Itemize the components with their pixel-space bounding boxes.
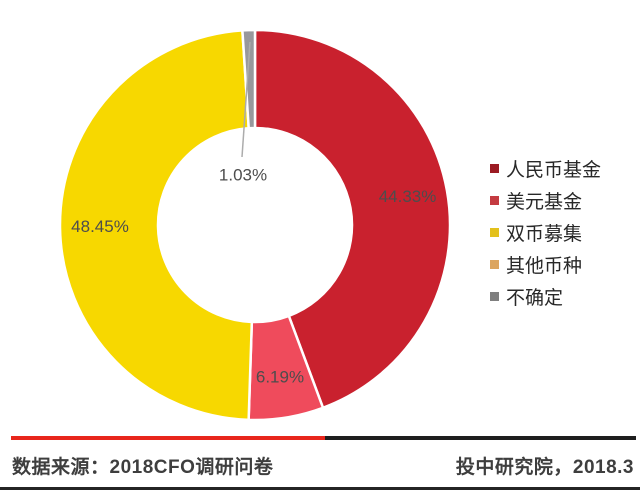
slice-percent-label-1: 6.19%	[256, 367, 304, 386]
legend-swatch-other-currency	[490, 259, 499, 269]
slice-percent-label-0: 44.33%	[379, 187, 437, 206]
bottom-border-line	[0, 487, 640, 490]
donut-slice-4	[241, 28, 257, 130]
legend-item-other-currency: 其他币种	[490, 248, 601, 280]
legend-item-dual-currency: 双币募集	[490, 216, 601, 248]
data-source-text: 数据来源：2018CFO调研问卷	[12, 457, 274, 478]
legend-label: 其他币种	[506, 254, 583, 277]
chart-legend: 人民币基金 美元基金 双币募集 其他币种 不确定	[490, 152, 601, 312]
legend-item-rmb-fund: 人民币基金	[490, 152, 601, 184]
donut-slice-2	[58, 29, 254, 422]
slice-percent-label-2: 48.45%	[71, 217, 129, 236]
legend-label: 人民币基金	[506, 158, 602, 181]
donut-slice-0	[253, 28, 452, 410]
legend-swatch-dual-currency	[490, 227, 499, 237]
legend-label: 美元基金	[506, 190, 583, 213]
legend-label: 不确定	[506, 286, 564, 309]
legend-label: 双币募集	[506, 222, 583, 245]
legend-swatch-uncertain	[490, 291, 499, 301]
divider-black-segment	[325, 436, 636, 440]
legend-item-uncertain: 不确定	[490, 280, 601, 312]
credit-text: 投中研究院，2018.3	[455, 457, 634, 478]
callout-leader-line	[241, 41, 251, 158]
legend-swatch-rmb-fund	[490, 163, 499, 173]
legend-item-usd-fund: 美元基金	[490, 184, 601, 216]
slice-percent-label-4: 1.03%	[219, 165, 267, 184]
footer-divider	[11, 436, 636, 440]
legend-swatch-usd-fund	[490, 195, 499, 205]
divider-red-segment	[11, 436, 325, 440]
